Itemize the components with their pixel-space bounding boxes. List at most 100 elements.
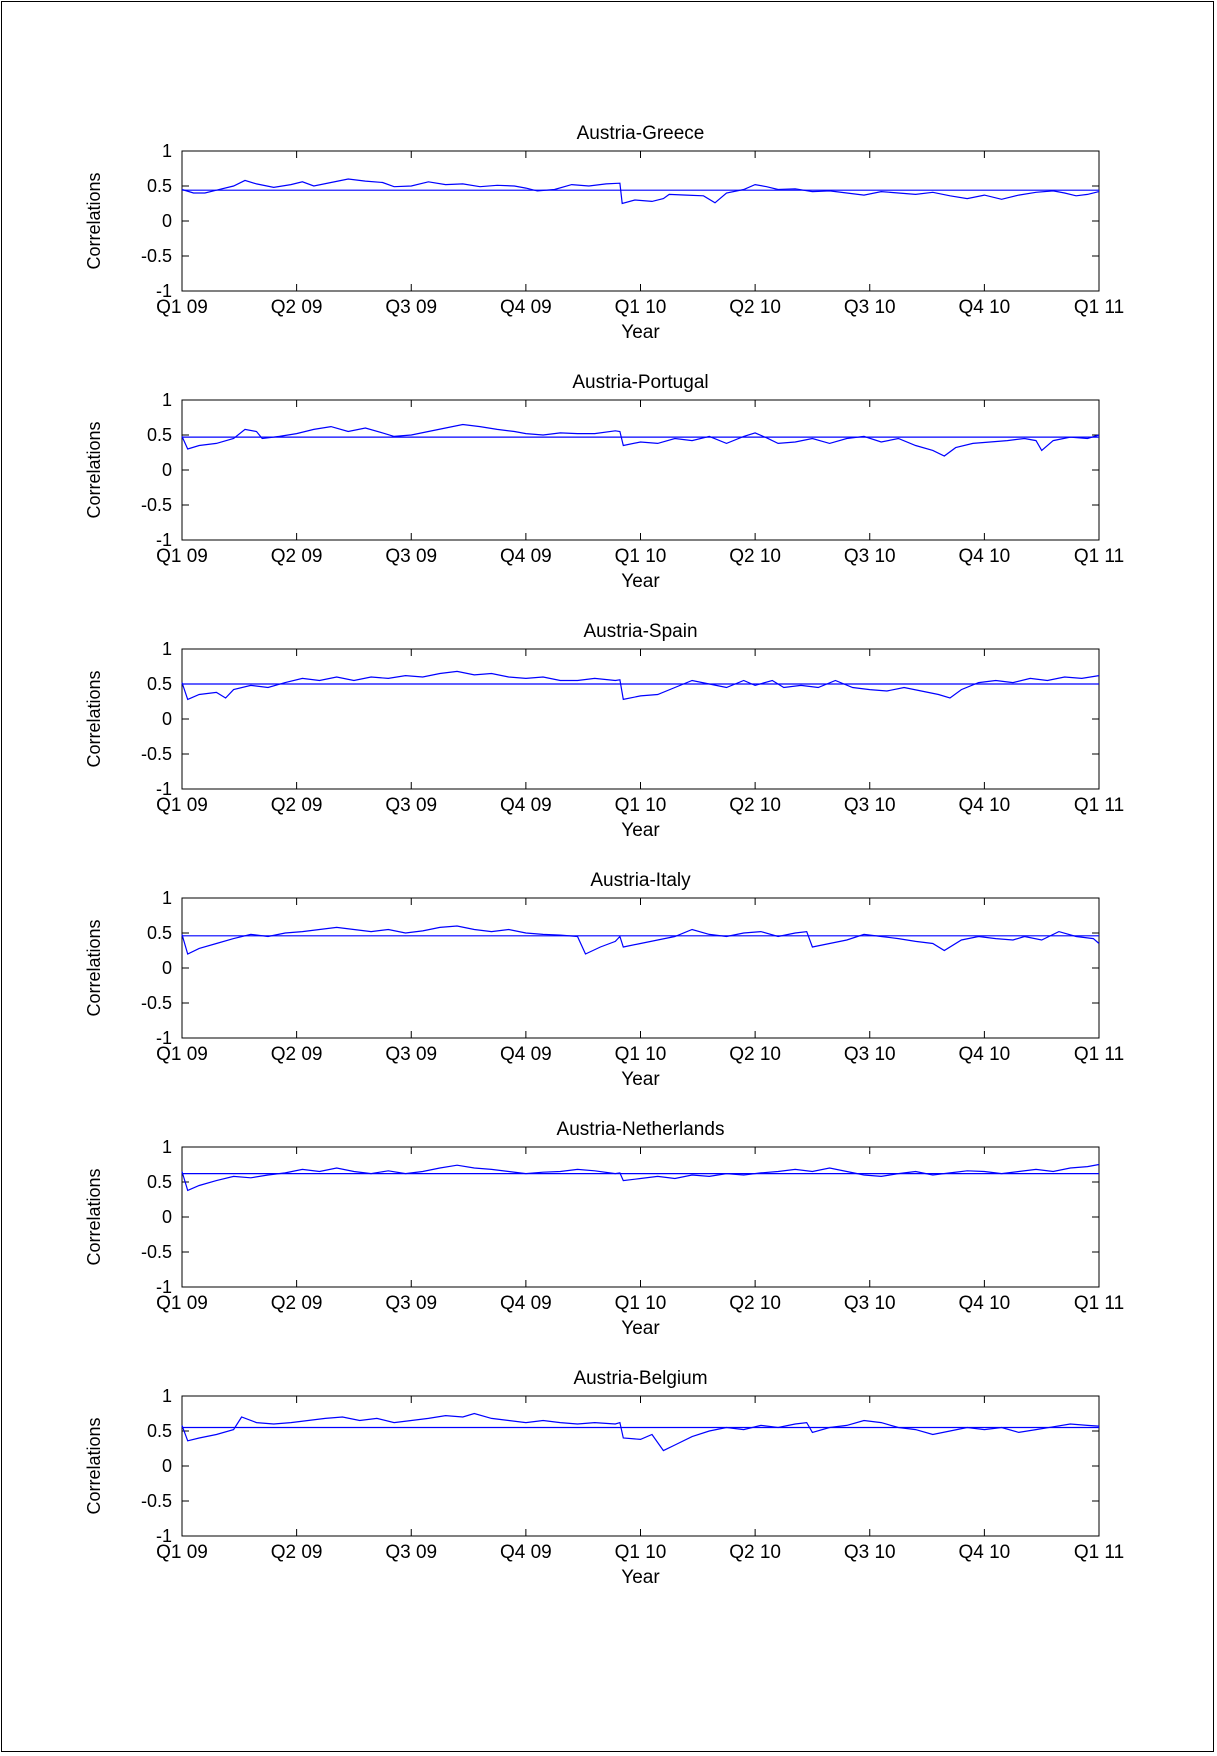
plot-area bbox=[181, 399, 1100, 541]
x-tick-label: Q3 10 bbox=[844, 795, 896, 816]
chart-panel: Austria-Spain -1 -0.5 0 0.5 1 Q1 09 Q2 09 Q3 09 Q… bbox=[84, 621, 1124, 841]
y-tick-label: -1 bbox=[156, 1028, 172, 1048]
y-tick-label: -0.5 bbox=[141, 1242, 172, 1262]
y-tick-label: -0.5 bbox=[141, 1491, 172, 1511]
x-tick-label: Q1 10 bbox=[615, 1044, 667, 1065]
y-tick-label: -1 bbox=[156, 779, 172, 799]
y-tick-label: 0.5 bbox=[147, 1421, 172, 1441]
plot-area bbox=[181, 897, 1100, 1039]
chart-title: Austria-Belgium bbox=[573, 1368, 707, 1389]
y-tick-label: 1 bbox=[162, 1386, 172, 1406]
y-axis-label: Correlations bbox=[84, 172, 104, 269]
x-tick-label: Q4 09 bbox=[500, 546, 552, 567]
y-tick-label: 1 bbox=[162, 888, 172, 908]
y-tick-label: 0.5 bbox=[147, 176, 172, 196]
y-tick-label: -1 bbox=[156, 281, 172, 301]
x-axis-label: Year bbox=[621, 1567, 660, 1588]
x-tick-label: Q3 09 bbox=[385, 546, 437, 567]
plot-area bbox=[181, 1395, 1100, 1537]
y-axis-label: Correlations bbox=[84, 1417, 104, 1514]
x-tick-label: Q4 10 bbox=[958, 1293, 1010, 1314]
x-tick-label: Q2 10 bbox=[729, 1542, 781, 1563]
x-tick-label: Q1 09 bbox=[156, 795, 208, 816]
x-tick-label: Q1 10 bbox=[615, 297, 667, 318]
plot-area bbox=[181, 648, 1100, 790]
correlation-series-line bbox=[181, 1163, 1100, 1192]
y-tick-label: -1 bbox=[156, 1526, 172, 1546]
y-tick-label: 0 bbox=[162, 460, 172, 480]
x-tick-label: Q4 09 bbox=[500, 1542, 552, 1563]
y-axis-label: Correlations bbox=[84, 919, 104, 1016]
x-tick-label: Q3 09 bbox=[385, 297, 437, 318]
x-tick-label: Q2 10 bbox=[729, 1293, 781, 1314]
chart-panel: Austria-Portugal -1 -0.5 0 0.5 1 Q1 09 Q2 09 Q3 … bbox=[84, 372, 1124, 592]
y-tick-label: -0.5 bbox=[141, 744, 172, 764]
x-tick-label: Q3 10 bbox=[844, 1044, 896, 1065]
correlation-series-line bbox=[181, 1412, 1100, 1452]
y-tick-label: 1 bbox=[162, 390, 172, 410]
correlation-series-line bbox=[181, 423, 1100, 457]
x-tick-label: Q1 11 bbox=[1074, 546, 1124, 567]
x-tick-label: Q1 09 bbox=[156, 1044, 208, 1065]
x-tick-label: Q1 09 bbox=[156, 546, 208, 567]
x-tick-label: Q2 09 bbox=[271, 1044, 323, 1065]
x-tick-label: Q4 10 bbox=[958, 546, 1010, 567]
x-tick-label: Q1 10 bbox=[615, 546, 667, 567]
y-tick-label: 0.5 bbox=[147, 425, 172, 445]
y-tick-label: 0.5 bbox=[147, 923, 172, 943]
y-tick-label: 1 bbox=[162, 1137, 172, 1157]
x-tick-label: Q2 10 bbox=[729, 1044, 781, 1065]
x-tick-label: Q4 09 bbox=[500, 1293, 552, 1314]
x-axis-label: Year bbox=[621, 571, 660, 592]
x-tick-label: Q2 10 bbox=[729, 795, 781, 816]
correlation-series-line bbox=[181, 925, 1100, 955]
x-tick-label: Q3 10 bbox=[844, 1293, 896, 1314]
x-tick-label: Q1 11 bbox=[1074, 1542, 1124, 1563]
chart-title: Austria-Spain bbox=[583, 621, 697, 642]
x-tick-label: Q2 10 bbox=[729, 546, 781, 567]
x-tick-label: Q4 10 bbox=[958, 1542, 1010, 1563]
y-tick-label: 0.5 bbox=[147, 1172, 172, 1192]
correlation-series-line bbox=[181, 670, 1100, 701]
x-tick-label: Q4 10 bbox=[958, 1044, 1010, 1065]
plot-area bbox=[181, 1146, 1100, 1288]
chart-panel: Austria-Greece -1 -0.5 0 0.5 1 Q1 09 Q2 09 Q3 09… bbox=[84, 123, 1124, 343]
y-tick-label: 0 bbox=[162, 709, 172, 729]
x-tick-label: Q4 09 bbox=[500, 795, 552, 816]
y-tick-label: 0 bbox=[162, 1456, 172, 1476]
x-axis-label: Year bbox=[621, 322, 660, 343]
x-tick-label: Q2 09 bbox=[271, 1293, 323, 1314]
y-tick-label: 1 bbox=[162, 639, 172, 659]
x-tick-label: Q1 10 bbox=[615, 1542, 667, 1563]
x-tick-label: Q3 09 bbox=[385, 1044, 437, 1065]
x-tick-label: Q2 09 bbox=[271, 1542, 323, 1563]
x-tick-label: Q4 10 bbox=[958, 297, 1010, 318]
x-tick-label: Q2 09 bbox=[271, 546, 323, 567]
x-tick-label: Q4 09 bbox=[500, 297, 552, 318]
x-tick-label: Q1 10 bbox=[615, 1293, 667, 1314]
y-tick-label: -0.5 bbox=[141, 495, 172, 515]
x-tick-label: Q1 11 bbox=[1074, 1044, 1124, 1065]
x-tick-label: Q3 09 bbox=[385, 1542, 437, 1563]
y-tick-label: 0 bbox=[162, 958, 172, 978]
chart-panel: Austria-Netherlands -1 -0.5 0 0.5 1 Q1 09 Q2 09… bbox=[84, 1119, 1124, 1339]
y-tick-label: -0.5 bbox=[141, 246, 172, 266]
y-tick-label: 1 bbox=[162, 141, 172, 161]
x-tick-label: Q3 10 bbox=[844, 297, 896, 318]
chart-title: Austria-Greece bbox=[577, 123, 705, 144]
x-tick-label: Q1 11 bbox=[1074, 1293, 1124, 1314]
x-tick-label: Q1 09 bbox=[156, 1293, 208, 1314]
x-tick-label: Q3 09 bbox=[385, 1293, 437, 1314]
x-axis-label: Year bbox=[621, 1318, 660, 1339]
x-tick-label: Q1 10 bbox=[615, 795, 667, 816]
y-tick-label: -0.5 bbox=[141, 993, 172, 1013]
y-tick-label: 0 bbox=[162, 1207, 172, 1227]
correlation-series-line bbox=[181, 178, 1100, 205]
chart-title: Austria-Portugal bbox=[572, 372, 708, 393]
x-axis-label: Year bbox=[621, 1069, 660, 1090]
chart-panel: Austria-Italy -1 -0.5 0 0.5 1 Q1 09 Q2 09 Q3 09 Q… bbox=[84, 870, 1124, 1090]
x-tick-label: Q1 11 bbox=[1074, 795, 1124, 816]
y-tick-label: -1 bbox=[156, 1277, 172, 1297]
